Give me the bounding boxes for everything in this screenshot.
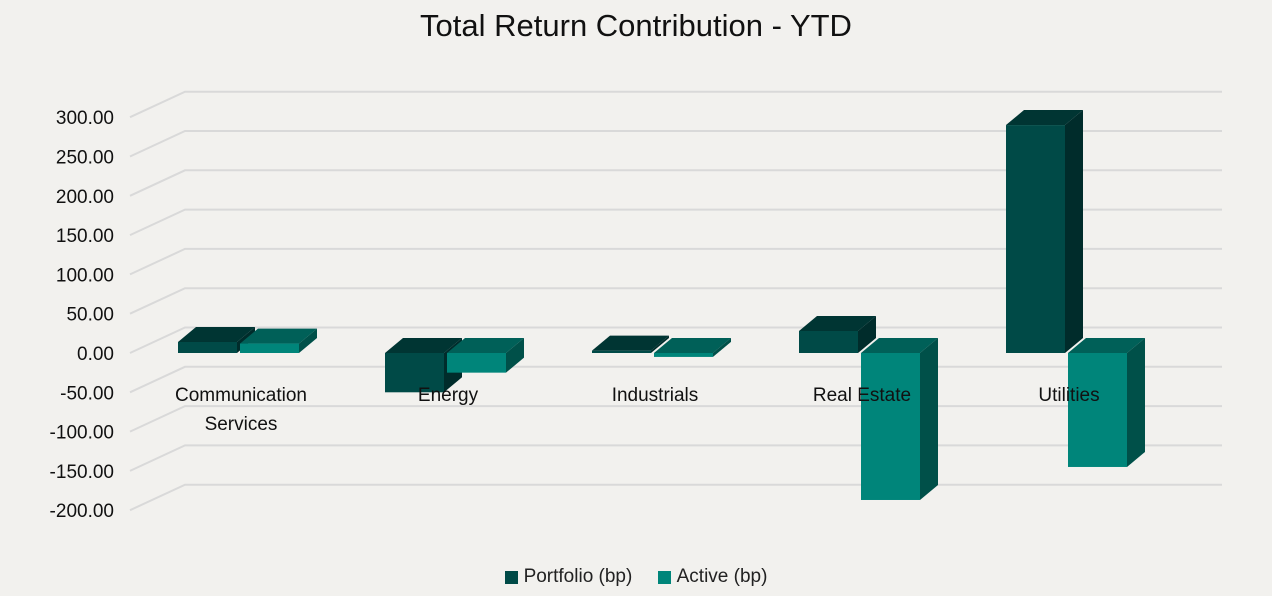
bar-side [506,338,524,373]
y-tick-label: 0.00 [77,344,114,365]
bar-side [858,315,876,353]
bar-top [385,338,462,353]
bar-top [799,315,876,331]
legend-swatch-active [657,570,671,584]
y-tick-label: -150.00 [50,462,114,483]
bar-top [592,335,669,351]
bar [447,353,506,373]
gridline [129,444,1222,472]
bar-top [447,338,524,353]
bar-side [1065,110,1083,353]
bar [178,341,237,353]
legend: Portfolio (bp) Active (bp) [0,566,1272,590]
gridline [129,483,1222,512]
bar [799,330,858,353]
gridline [129,130,1222,158]
y-tick-label: -200.00 [50,501,114,522]
bar-top [1006,110,1083,126]
x-tick-label: Communication [175,385,307,406]
gridline [129,287,1222,315]
x-tick-label: Energy [418,385,479,406]
gridline [129,247,1222,276]
x-tick-label: Industrials [612,385,699,406]
chart-title: Total Return Contribution - YTD [420,8,852,43]
bar [1068,353,1127,467]
y-tick-label: -100.00 [50,423,114,444]
bar-side [299,328,317,353]
gridline [129,208,1222,237]
bar [861,353,920,500]
x-tick-label: Utilities [1038,385,1099,406]
y-tick-label: 150.00 [56,226,114,247]
bar [385,353,444,393]
bar-side [920,338,938,500]
bar [592,350,651,353]
legend-label-portfolio: Portfolio (bp) [523,566,633,587]
gridline [129,90,1222,119]
bar-top [240,328,317,344]
y-tick-label: 100.00 [56,265,114,286]
bar [654,353,713,357]
gridline [129,405,1222,433]
bar-top [861,338,938,353]
legend-label-active: Active (bp) [676,566,768,587]
y-tick-label: 250.00 [56,148,114,169]
bar-side [1127,338,1145,467]
legend-item-portfolio: Portfolio (bp) [504,566,633,588]
bar-side [713,338,731,357]
gridline [129,326,1222,354]
legend-item-active: Active (bp) [657,566,768,588]
bar-top [178,326,255,342]
bar-top [654,338,731,353]
x-tick-label: Services [205,414,278,435]
y-tick-label: 50.00 [66,305,114,326]
bar [240,343,299,353]
gridline [129,169,1222,197]
x-tick-label: Real Estate [813,385,911,406]
legend-swatch-portfolio [504,570,518,584]
y-tick-label: -50.00 [60,383,114,404]
y-tick-label: 200.00 [56,187,114,208]
bar [1006,125,1065,353]
bar-side [651,335,669,353]
y-tick-label: 300.00 [56,108,114,129]
bar-top [1068,338,1145,353]
